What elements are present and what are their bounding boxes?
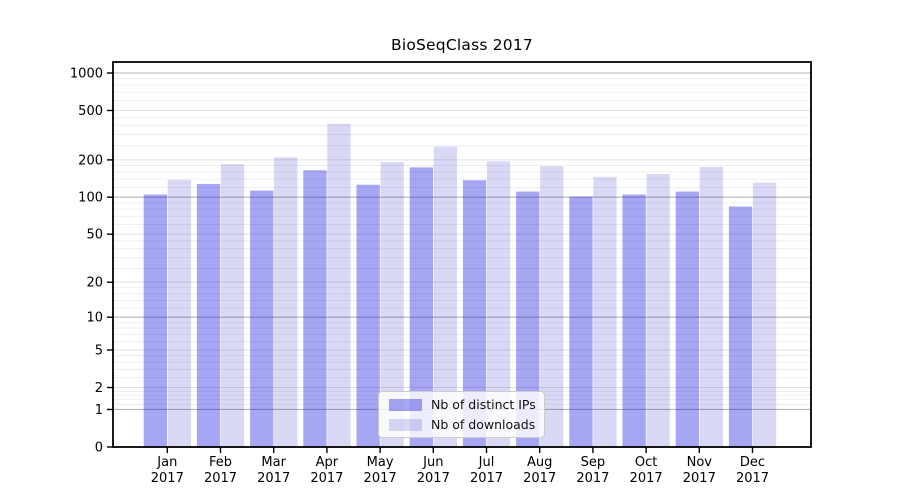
plot-frame bbox=[112, 61, 812, 448]
x-tick-label-year: 2017 bbox=[683, 471, 716, 486]
y-tick-label: 1 bbox=[95, 403, 103, 418]
y-tick-label: 5 bbox=[95, 344, 103, 359]
x-tick-label-year: 2017 bbox=[151, 471, 184, 486]
bar-downloads bbox=[167, 179, 191, 447]
bar-distinct-ips bbox=[356, 184, 380, 448]
legend-label-downloads: Nb of downloads bbox=[431, 417, 536, 432]
bar-downloads bbox=[540, 166, 564, 448]
legend-label-distinct-ips: Nb of distinct IPs bbox=[431, 397, 536, 412]
bar-downloads bbox=[433, 146, 457, 447]
legend: Nb of distinct IPs Nb of downloads bbox=[378, 391, 545, 438]
x-tick-label-month: May bbox=[367, 455, 394, 470]
bar-downloads bbox=[380, 162, 404, 448]
legend-entry-downloads: Nb of downloads bbox=[389, 417, 536, 432]
y-tick-label: 500 bbox=[78, 104, 103, 119]
y-tick-label: 200 bbox=[78, 153, 103, 168]
y-tick-label: 20 bbox=[86, 276, 103, 291]
x-tick-label-month: Aug bbox=[527, 455, 552, 470]
bar-downloads bbox=[593, 176, 617, 447]
bar-downloads bbox=[327, 123, 351, 447]
x-tick-label-month: Sep bbox=[581, 455, 606, 470]
bar-downloads bbox=[646, 173, 670, 447]
x-tick-label-month: Nov bbox=[687, 455, 713, 470]
x-tick-label-month: Mar bbox=[261, 455, 286, 470]
chart-title: BioSeqClass 2017 bbox=[391, 36, 533, 54]
bar-distinct-ips bbox=[250, 190, 274, 447]
x-tick-label-year: 2017 bbox=[470, 471, 503, 486]
x-tick-label-month: Apr bbox=[316, 455, 339, 470]
x-tick-label-year: 2017 bbox=[364, 471, 397, 486]
x-tick-label-year: 2017 bbox=[576, 471, 609, 486]
x-tick-label-month: Feb bbox=[209, 455, 232, 470]
x-tick-label-year: 2017 bbox=[630, 471, 663, 486]
x-tick-label-year: 2017 bbox=[310, 471, 343, 486]
bar-downloads bbox=[699, 166, 723, 447]
x-tick-label-year: 2017 bbox=[257, 471, 290, 486]
bar-distinct-ips bbox=[675, 191, 699, 447]
y-tick-label: 0 bbox=[95, 441, 103, 456]
x-tick-label-year: 2017 bbox=[204, 471, 237, 486]
y-tick-label: 2 bbox=[95, 381, 103, 396]
bar-distinct-ips bbox=[303, 170, 327, 447]
x-tick-label-year: 2017 bbox=[417, 471, 450, 486]
bar-distinct-ips bbox=[728, 206, 753, 447]
bar-distinct-ips bbox=[462, 180, 487, 447]
y-tick-label: 10 bbox=[86, 311, 103, 326]
y-tick-label: 50 bbox=[86, 228, 103, 243]
legend-swatch-distinct-ips-icon bbox=[389, 398, 422, 411]
bar-distinct-ips bbox=[622, 194, 646, 447]
bar-distinct-ips bbox=[143, 194, 167, 447]
x-tick-label-month: Dec bbox=[740, 455, 765, 470]
bar-distinct-ips bbox=[409, 167, 433, 447]
y-tick-label: 100 bbox=[78, 191, 103, 206]
bar-downloads bbox=[274, 157, 298, 447]
x-tick-label-year: 2017 bbox=[523, 471, 556, 486]
y-tick-label: 1000 bbox=[70, 67, 103, 82]
x-tick-label-month: Jul bbox=[478, 455, 495, 470]
bar-distinct-ips bbox=[196, 183, 221, 447]
x-tick-label-year: 2017 bbox=[736, 471, 769, 486]
bar-downloads bbox=[220, 164, 245, 447]
bar-downloads bbox=[752, 182, 777, 448]
x-tick-label-month: Jun bbox=[422, 455, 443, 470]
bar-distinct-ips bbox=[516, 191, 540, 447]
legend-entry-distinct-ips: Nb of distinct IPs bbox=[389, 397, 536, 412]
x-tick-label-month: Oct bbox=[635, 455, 657, 470]
bar-distinct-ips bbox=[569, 196, 593, 447]
legend-swatch-downloads-icon bbox=[389, 418, 422, 431]
bar-downloads bbox=[486, 161, 511, 447]
x-tick-label-month: Jan bbox=[156, 455, 177, 470]
